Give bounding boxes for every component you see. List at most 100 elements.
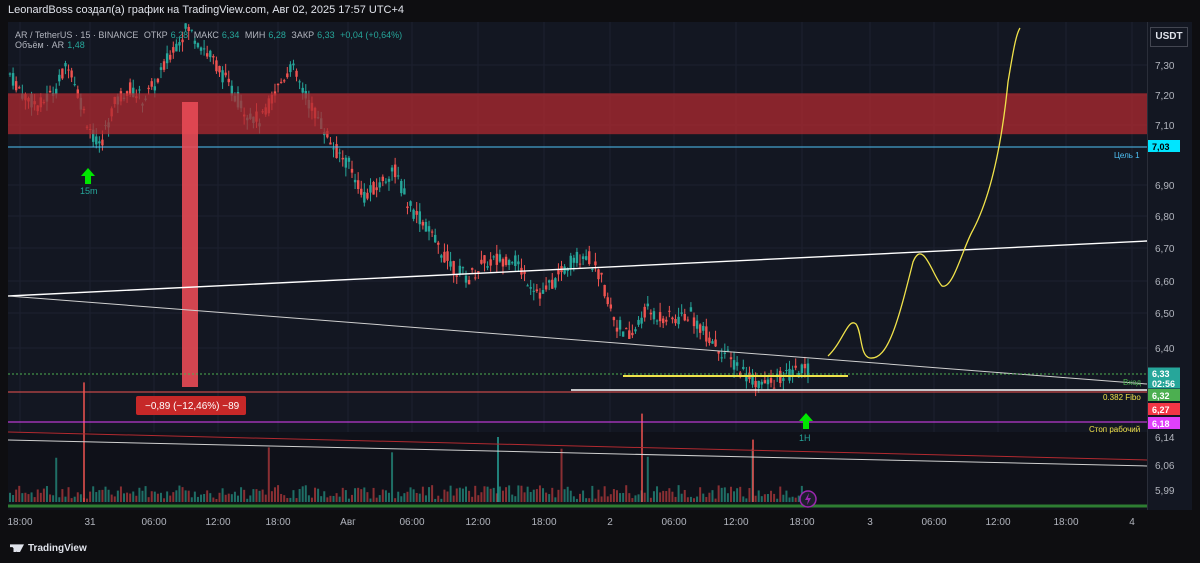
volume-bar [779, 486, 782, 502]
volume-bar [264, 494, 267, 502]
candle-body [421, 221, 425, 226]
candle-body [461, 267, 465, 269]
time-tick: 18:00 [265, 517, 290, 528]
time-axis[interactable]: 18:00 31 06:00 12:00 18:00 Авг 06:00 12:00 18:00… [8, 510, 1147, 532]
volume-bar [477, 495, 480, 502]
candle-body [785, 370, 788, 372]
candle-body [279, 81, 283, 83]
candle-body [677, 316, 680, 325]
candle-body [618, 320, 622, 330]
volume-bar [298, 489, 301, 502]
brand-label: TradingView [28, 543, 87, 554]
volume-bar [240, 487, 243, 502]
volume-bar [597, 489, 600, 502]
volume-bar [24, 492, 27, 502]
volume-bar [144, 486, 147, 502]
candle-body [55, 88, 58, 95]
volume-bar [104, 486, 107, 502]
time-tick: 12:00 [723, 517, 748, 528]
volume-bar [702, 493, 705, 502]
volume-bar [372, 487, 375, 502]
bottom-bar [0, 510, 1200, 563]
time-tick: 3 [867, 517, 873, 528]
volume-bar [400, 496, 403, 502]
volume-bar [615, 490, 618, 502]
candle-body [335, 144, 338, 159]
symbol-label[interactable]: AR / TetherUS · 15 · BINANCE [15, 30, 139, 40]
volume-bar [295, 498, 298, 502]
target-label: Цель 1 [1114, 151, 1140, 160]
candle-body [384, 181, 388, 183]
volume-bar [172, 492, 175, 502]
candle-body [689, 307, 693, 312]
price-tick: 6,06 [1155, 461, 1175, 472]
candle-body [276, 83, 280, 86]
volume-bar [394, 498, 397, 502]
price-badge-text-3: 6,32 [1152, 391, 1170, 401]
volume-bar [699, 487, 702, 502]
tradingview-logo[interactable]: TradingView [10, 543, 87, 554]
arrow-1h-label: 1H [799, 433, 811, 443]
candle-body [714, 339, 717, 347]
candle-body [523, 271, 526, 274]
price-chart[interactable]: 15m 1H −0,89 (−12,46%) −89 Цель 1 Вход 0.382 … [8, 22, 1147, 510]
volume-bar [745, 498, 748, 502]
time-tick: 12:00 [205, 517, 230, 528]
candle-body [625, 328, 628, 330]
candle-body [588, 251, 591, 265]
candle-body [591, 268, 594, 270]
candle-body [360, 188, 363, 195]
volume-bar [526, 486, 529, 502]
candle-body [782, 378, 785, 381]
candle-body [739, 372, 742, 377]
volume-bar [292, 490, 295, 502]
volume-bar [652, 491, 655, 502]
volume-bar [612, 489, 615, 502]
volume-bar [347, 498, 350, 502]
volume-bar [307, 495, 310, 502]
volume-bar [107, 489, 110, 502]
candle-body [212, 56, 215, 58]
candle-body [289, 64, 292, 73]
change-value: +0,04 (+0,64%) [340, 30, 403, 40]
candle-body [729, 357, 733, 360]
candle-body [514, 255, 517, 266]
volume-bar [656, 486, 659, 502]
candle-body [199, 47, 203, 51]
candle-body [634, 329, 637, 332]
currency-button[interactable]: USDT [1150, 27, 1188, 47]
arrow-15m-label: 15m [80, 186, 98, 196]
volume-bar [237, 495, 239, 502]
candle-body [329, 142, 332, 145]
volume-bar [770, 490, 773, 502]
candle-body [578, 263, 582, 265]
candle-body [594, 261, 597, 266]
volume-bar [314, 487, 317, 502]
time-tick: 18:00 [531, 517, 556, 528]
volume-bar [421, 486, 424, 502]
candle-body [356, 180, 360, 189]
candle-body [190, 29, 193, 31]
trendline-mid [8, 295, 1147, 385]
price-tick: 7,20 [1155, 91, 1175, 102]
volume-bar [79, 494, 82, 502]
volume-bar [625, 485, 628, 502]
candle-body [205, 53, 209, 57]
volume-bar [277, 485, 280, 502]
candle-body [283, 80, 286, 82]
volume-bar [649, 497, 652, 502]
candle-body [156, 78, 160, 83]
candle-body [569, 255, 572, 269]
price-tick: 6,40 [1155, 344, 1175, 355]
volume-label[interactable]: Объём · AR [15, 40, 65, 50]
candle-body [720, 357, 723, 359]
candle-body [498, 254, 502, 262]
candle-body [347, 157, 351, 162]
volume-bar [458, 487, 461, 502]
volume-bar [545, 492, 548, 502]
volume-bar [150, 491, 153, 502]
candle-body [455, 275, 458, 277]
volume-bar [588, 498, 591, 502]
volume-bar [729, 486, 732, 502]
candle-body [70, 70, 73, 78]
